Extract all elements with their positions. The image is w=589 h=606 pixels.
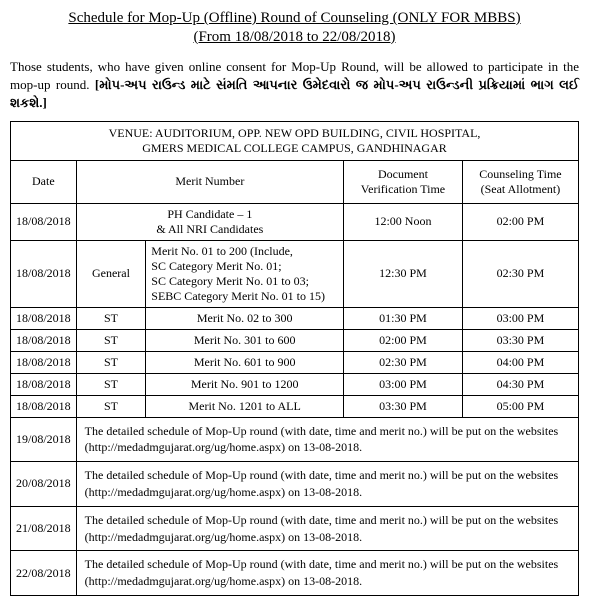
cell-date: 18/08/2018: [11, 203, 77, 240]
venue-row: VENUE: AUDITORIUM, OPP. NEW OPD BUILDING…: [11, 121, 579, 160]
cell-ct: 03:30 PM: [462, 329, 578, 351]
cell-date: 20/08/2018: [11, 462, 77, 507]
cell-date: 19/08/2018: [11, 417, 77, 462]
cell-ct: 04:30 PM: [462, 373, 578, 395]
cell-ct: 03:00 PM: [462, 307, 578, 329]
header-counsel: Counseling Time (Seat Allotment): [462, 160, 578, 203]
cell-merit: Merit No. 301 to 600: [146, 329, 344, 351]
venue-line2: GMERS MEDICAL COLLEGE CAMPUS, GANDHINAGA…: [142, 141, 447, 155]
cell-date: 22/08/2018: [11, 551, 77, 596]
cell-merit: Merit No. 601 to 900: [146, 351, 344, 373]
cell-category: ST: [76, 373, 146, 395]
header-counsel-l2: (Seat Allotment): [481, 182, 561, 196]
cell-merit: PH Candidate – 1 & All NRI Candidates: [76, 203, 343, 240]
cell-merit: Merit No. 02 to 300: [146, 307, 344, 329]
cell-ct: 05:00 PM: [462, 395, 578, 417]
cell-date: 18/08/2018: [11, 373, 77, 395]
header-doc-l2: Verification Time: [361, 182, 445, 196]
table-row: 18/08/2018 PH Candidate – 1 & All NRI Ca…: [11, 203, 579, 240]
cell-detail: The detailed schedule of Mop-Up round (w…: [76, 462, 578, 507]
cell-dvt: 01:30 PM: [344, 307, 463, 329]
schedule-table: VENUE: AUDITORIUM, OPP. NEW OPD BUILDING…: [10, 121, 579, 596]
cell-dvt: 03:00 PM: [344, 373, 463, 395]
cell-merit: Merit No. 01 to 200 (Include, SC Categor…: [146, 240, 344, 307]
cell-date: 21/08/2018: [11, 506, 77, 551]
table-row: 18/08/2018 ST Merit No. 301 to 600 02:00…: [11, 329, 579, 351]
header-row: Date Merit Number Document Verification …: [11, 160, 579, 203]
header-doc: Document Verification Time: [344, 160, 463, 203]
table-row: 18/08/2018 ST Merit No. 1201 to ALL 03:3…: [11, 395, 579, 417]
detail-row: 21/08/2018 The detailed schedule of Mop-…: [11, 506, 579, 551]
cell-date: 18/08/2018: [11, 307, 77, 329]
header-doc-l1: Document: [378, 167, 428, 181]
merit-l2: & All NRI Candidates: [156, 222, 263, 236]
cell-merit: Merit No. 901 to 1200: [146, 373, 344, 395]
cell-merit: Merit No. 1201 to ALL: [146, 395, 344, 417]
merit-l3: SC Category Merit No. 01 to 03;: [151, 274, 309, 288]
intro-gujarati: [મોપ-અપ રાઉન્ડ માટે સંમતિ આપનાર ઉમેદવારો…: [10, 77, 579, 110]
header-counsel-l1: Counseling Time: [479, 167, 561, 181]
cell-date: 18/08/2018: [11, 395, 77, 417]
page-subtitle: (From 18/08/2018 to 22/08/2018): [10, 29, 579, 46]
table-row: 18/08/2018 ST Merit No. 901 to 1200 03:0…: [11, 373, 579, 395]
detail-row: 22/08/2018 The detailed schedule of Mop-…: [11, 551, 579, 596]
cell-dvt: 02:00 PM: [344, 329, 463, 351]
intro-text: Those students, who have given online co…: [10, 58, 579, 113]
detail-row: 20/08/2018 The detailed schedule of Mop-…: [11, 462, 579, 507]
cell-category: ST: [76, 395, 146, 417]
cell-detail: The detailed schedule of Mop-Up round (w…: [76, 551, 578, 596]
cell-ct: 02:30 PM: [462, 240, 578, 307]
cell-ct: 04:00 PM: [462, 351, 578, 373]
cell-dvt: 02:30 PM: [344, 351, 463, 373]
detail-row: 19/08/2018 The detailed schedule of Mop-…: [11, 417, 579, 462]
cell-dvt: 03:30 PM: [344, 395, 463, 417]
cell-detail: The detailed schedule of Mop-Up round (w…: [76, 417, 578, 462]
table-row: 18/08/2018 ST Merit No. 02 to 300 01:30 …: [11, 307, 579, 329]
venue-cell: VENUE: AUDITORIUM, OPP. NEW OPD BUILDING…: [11, 121, 579, 160]
cell-category: ST: [76, 351, 146, 373]
cell-date: 18/08/2018: [11, 351, 77, 373]
header-merit: Merit Number: [76, 160, 343, 203]
page-title: Schedule for Mop-Up (Offline) Round of C…: [10, 10, 579, 27]
cell-ct: 02:00 PM: [462, 203, 578, 240]
header-date: Date: [11, 160, 77, 203]
cell-date: 18/08/2018: [11, 240, 77, 307]
cell-detail: The detailed schedule of Mop-Up round (w…: [76, 506, 578, 551]
cell-date: 18/08/2018: [11, 329, 77, 351]
table-row: 18/08/2018 General Merit No. 01 to 200 (…: [11, 240, 579, 307]
cell-category: General: [76, 240, 146, 307]
merit-l1: PH Candidate – 1: [167, 207, 252, 221]
venue-line1: VENUE: AUDITORIUM, OPP. NEW OPD BUILDING…: [109, 126, 481, 140]
merit-l2: SC Category Merit No. 01;: [151, 259, 281, 273]
cell-category: ST: [76, 329, 146, 351]
merit-l1: Merit No. 01 to 200 (Include,: [151, 244, 293, 258]
cell-category: ST: [76, 307, 146, 329]
cell-dvt: 12:30 PM: [344, 240, 463, 307]
table-row: 18/08/2018 ST Merit No. 601 to 900 02:30…: [11, 351, 579, 373]
merit-l4: SEBC Category Merit No. 01 to 15): [151, 289, 325, 303]
cell-dvt: 12:00 Noon: [344, 203, 463, 240]
